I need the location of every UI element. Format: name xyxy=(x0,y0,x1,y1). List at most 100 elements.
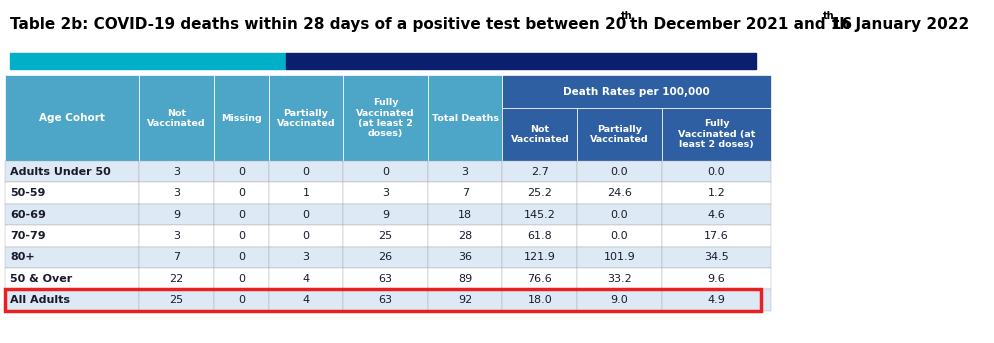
Text: 18.0: 18.0 xyxy=(527,295,552,305)
Text: 24.6: 24.6 xyxy=(606,188,631,198)
Bar xyxy=(268,161,343,182)
Text: 0.0: 0.0 xyxy=(610,167,627,177)
Bar xyxy=(577,225,661,247)
Text: 0.0: 0.0 xyxy=(610,231,627,241)
Bar xyxy=(427,182,502,204)
Bar xyxy=(139,204,214,225)
Text: 3: 3 xyxy=(461,167,468,177)
Text: 26: 26 xyxy=(378,252,393,262)
Text: 50-59: 50-59 xyxy=(10,188,46,198)
Bar xyxy=(427,161,502,182)
Text: 0: 0 xyxy=(238,231,245,241)
Text: 70-79: 70-79 xyxy=(10,231,46,241)
Bar xyxy=(139,182,214,204)
Text: 0.0: 0.0 xyxy=(610,210,627,220)
Bar xyxy=(502,268,577,289)
Text: 9.6: 9.6 xyxy=(707,274,725,284)
Text: 0: 0 xyxy=(302,210,309,220)
Text: Table 2b: COVID-19 deaths within 28 days of a positive test between 20: Table 2b: COVID-19 deaths within 28 days… xyxy=(10,16,625,32)
Text: 0: 0 xyxy=(238,295,245,305)
Text: 22: 22 xyxy=(169,274,184,284)
Text: 76.6: 76.6 xyxy=(527,274,552,284)
Bar xyxy=(427,289,502,311)
Bar xyxy=(427,75,502,161)
Bar xyxy=(214,247,268,268)
Text: 3: 3 xyxy=(302,252,309,262)
Bar xyxy=(268,268,343,289)
Text: Not
Vaccinated: Not Vaccinated xyxy=(510,125,569,144)
Text: 25.2: 25.2 xyxy=(527,188,552,198)
Text: 0: 0 xyxy=(238,252,245,262)
Bar xyxy=(502,204,577,225)
Text: 3: 3 xyxy=(173,231,180,241)
Text: 1: 1 xyxy=(302,188,309,198)
Text: 3: 3 xyxy=(173,188,180,198)
Text: 121.9: 121.9 xyxy=(523,252,556,262)
Text: Missing: Missing xyxy=(221,114,261,123)
Text: 9: 9 xyxy=(382,210,389,220)
Bar xyxy=(268,247,343,268)
Bar xyxy=(139,268,214,289)
Bar xyxy=(214,289,268,311)
Bar xyxy=(139,75,214,161)
Text: 34.5: 34.5 xyxy=(704,252,728,262)
Text: 3: 3 xyxy=(173,167,180,177)
Text: 60-69: 60-69 xyxy=(10,210,46,220)
Text: 25: 25 xyxy=(169,295,184,305)
Text: 4.9: 4.9 xyxy=(707,295,725,305)
Text: 0: 0 xyxy=(238,188,245,198)
Bar xyxy=(139,289,214,311)
Text: 17.6: 17.6 xyxy=(704,231,728,241)
Text: 7: 7 xyxy=(173,252,180,262)
Text: 50 & Over: 50 & Over xyxy=(10,274,73,284)
Bar xyxy=(139,161,214,182)
Text: 0: 0 xyxy=(302,167,309,177)
Bar xyxy=(661,225,770,247)
Bar xyxy=(286,53,755,69)
Bar xyxy=(214,182,268,204)
Text: 18: 18 xyxy=(457,210,472,220)
Text: 1.2: 1.2 xyxy=(707,188,725,198)
Text: 9.0: 9.0 xyxy=(610,295,627,305)
Text: 33.2: 33.2 xyxy=(606,274,631,284)
Text: Death Rates per 100,000: Death Rates per 100,000 xyxy=(563,86,710,96)
Text: 0: 0 xyxy=(238,210,245,220)
Text: Fully
Vaccinated
(at least 2
doses): Fully Vaccinated (at least 2 doses) xyxy=(356,98,414,138)
Bar xyxy=(343,289,427,311)
Bar xyxy=(5,268,139,289)
Bar xyxy=(139,247,214,268)
Text: 80+: 80+ xyxy=(10,252,35,262)
Text: th January 2022: th January 2022 xyxy=(831,16,968,32)
Bar xyxy=(577,204,661,225)
Text: 28: 28 xyxy=(457,231,472,241)
Bar xyxy=(268,75,343,161)
Text: 101.9: 101.9 xyxy=(603,252,634,262)
Bar xyxy=(661,161,770,182)
Text: 2.7: 2.7 xyxy=(531,167,548,177)
Bar xyxy=(343,161,427,182)
Text: 0: 0 xyxy=(382,167,389,177)
Bar xyxy=(268,204,343,225)
Bar xyxy=(5,204,139,225)
Text: 4: 4 xyxy=(302,295,309,305)
Bar xyxy=(661,108,770,161)
Text: Total Deaths: Total Deaths xyxy=(431,114,498,123)
Text: 7: 7 xyxy=(461,188,468,198)
Bar xyxy=(661,204,770,225)
Text: 9: 9 xyxy=(173,210,180,220)
Text: 0.0: 0.0 xyxy=(707,167,725,177)
Text: 4.6: 4.6 xyxy=(707,210,725,220)
Text: 0: 0 xyxy=(238,274,245,284)
Text: 61.8: 61.8 xyxy=(527,231,552,241)
Bar xyxy=(343,204,427,225)
Bar xyxy=(577,161,661,182)
Bar xyxy=(5,182,139,204)
Text: 3: 3 xyxy=(382,188,389,198)
Bar xyxy=(502,225,577,247)
Text: Age Cohort: Age Cohort xyxy=(39,113,105,123)
Text: 0: 0 xyxy=(238,167,245,177)
Bar xyxy=(5,225,139,247)
Bar xyxy=(5,75,139,161)
Text: 36: 36 xyxy=(457,252,472,262)
Text: 145.2: 145.2 xyxy=(523,210,556,220)
